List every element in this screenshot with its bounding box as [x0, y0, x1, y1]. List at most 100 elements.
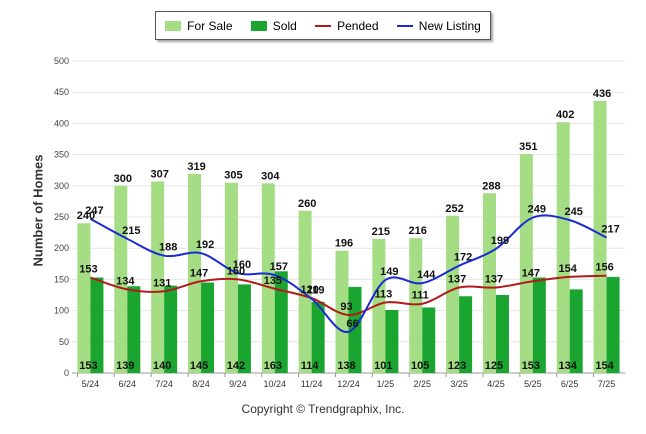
data-label-new-listing: 217	[601, 224, 619, 236]
data-label-sold: 114	[301, 360, 320, 372]
data-label-for-sale: 305	[224, 170, 242, 182]
bar-for-sale	[224, 182, 238, 373]
data-label-new-listing: 172	[454, 252, 472, 264]
bar-sold	[422, 307, 436, 373]
bar-sold	[164, 285, 178, 373]
data-label-pended: 131	[153, 277, 171, 289]
data-label-new-listing: 160	[233, 259, 251, 271]
legend-label-pended: Pended	[337, 18, 379, 33]
copyright-footer: Copyright © Trendgraphix, Inc.	[241, 402, 405, 416]
legend-swatch-new-listing	[396, 24, 413, 27]
y-tick-label: 350	[54, 150, 69, 160]
y-tick-label: 450	[54, 87, 69, 97]
y-tick-label: 300	[54, 181, 69, 191]
data-label-for-sale: 240	[77, 210, 95, 222]
data-label-pended: 113	[374, 288, 392, 300]
bar-sold	[385, 309, 399, 373]
x-tick-label: 12/24	[337, 379, 360, 389]
bar-for-sale	[261, 183, 275, 373]
bar-sold	[90, 277, 104, 373]
x-tick-label: 4/25	[487, 379, 505, 389]
data-label-new-listing: 149	[380, 266, 398, 278]
bar-for-sale	[556, 122, 570, 373]
data-label-for-sale: 215	[372, 226, 390, 238]
legend-item-new-listing[interactable]: New Listing	[396, 19, 481, 33]
bar-sold	[606, 276, 620, 373]
x-tick-label: 9/24	[229, 379, 247, 389]
bar-for-sale	[188, 173, 202, 373]
bar-for-sale	[77, 223, 91, 373]
y-tick-label: 400	[54, 118, 69, 128]
data-label-pended: 135	[264, 275, 282, 287]
legend-swatch-for-sale	[165, 20, 182, 31]
data-label-sold: 105	[411, 360, 429, 372]
legend: For Sale Sold Pended New Listing	[155, 11, 491, 40]
data-label-pended: 154	[559, 263, 578, 275]
y-axis-label: Number of Homes	[30, 154, 46, 267]
data-label-sold: 138	[337, 360, 355, 372]
y-tick-label: 0	[64, 368, 69, 378]
data-label-new-listing: 66	[346, 318, 358, 330]
data-label-sold: 101	[374, 360, 392, 372]
bar-sold	[348, 286, 362, 373]
legend-swatch-pended	[315, 24, 332, 27]
series-line-new-listing	[89, 214, 608, 333]
x-tick-label: 5/25	[524, 379, 542, 389]
data-label-sold: 125	[485, 360, 503, 372]
x-tick-label: 1/25	[377, 379, 395, 389]
data-label-sold: 153	[522, 360, 540, 372]
data-label-pended: 156	[595, 262, 613, 274]
data-label-for-sale: 307	[150, 168, 168, 180]
x-tick-label: 6/25	[561, 379, 579, 389]
data-label-for-sale: 304	[261, 170, 280, 182]
data-label-sold: 153	[79, 360, 97, 372]
data-label-sold: 163	[264, 360, 282, 372]
data-label-for-sale: 260	[298, 198, 316, 210]
data-label-sold: 145	[190, 360, 208, 372]
legend-item-sold[interactable]: Sold	[250, 18, 297, 33]
data-label-sold: 142	[227, 360, 245, 372]
data-label-for-sale: 351	[519, 141, 537, 153]
x-tick-label: 10/24	[264, 379, 287, 389]
x-tick-label: 8/24	[192, 379, 210, 389]
x-tick-label: 7/24	[155, 379, 173, 389]
data-label-sold: 154	[595, 360, 614, 372]
x-tick-label: 5/24	[82, 379, 100, 389]
bar-for-sale	[298, 210, 312, 373]
data-label-pended: 120	[300, 284, 318, 296]
legend-label-sold: Sold	[272, 18, 297, 33]
data-label-sold: 139	[116, 360, 134, 372]
x-tick-label: 2/25	[413, 379, 431, 389]
data-label-for-sale: 252	[445, 203, 463, 215]
bar-for-sale	[372, 238, 386, 373]
data-label-for-sale: 319	[187, 161, 205, 173]
data-label-sold: 123	[448, 360, 466, 372]
bar-sold	[237, 284, 251, 373]
bar-for-sale	[446, 215, 460, 373]
data-label-pended: 150	[227, 265, 245, 277]
data-label-new-listing: 245	[565, 206, 583, 218]
bar-for-sale	[409, 238, 423, 373]
x-tick-label: 3/25	[450, 379, 468, 389]
bar-for-sale	[114, 185, 128, 373]
data-label-for-sale: 288	[482, 180, 500, 192]
bar-for-sale	[151, 181, 165, 373]
bar-for-sale	[519, 153, 533, 373]
data-label-for-sale: 402	[556, 109, 574, 121]
data-label-pended: 147	[522, 267, 540, 279]
bar-for-sale	[335, 250, 349, 373]
data-label-for-sale: 196	[335, 238, 353, 250]
bar-sold	[127, 286, 141, 373]
data-label-sold: 140	[153, 360, 171, 372]
data-label-new-listing: 215	[122, 225, 140, 237]
data-label-new-listing: 119	[307, 285, 325, 297]
data-label-pended: 134	[116, 275, 135, 287]
y-tick-label: 250	[54, 212, 69, 222]
data-label-new-listing: 199	[491, 235, 509, 247]
x-tick-label: 6/24	[119, 379, 137, 389]
data-label-new-listing: 144	[417, 269, 436, 281]
legend-item-for-sale[interactable]: For Sale	[165, 19, 233, 33]
legend-item-pended[interactable]: Pended	[315, 18, 379, 33]
data-label-sold: 134	[559, 360, 578, 372]
